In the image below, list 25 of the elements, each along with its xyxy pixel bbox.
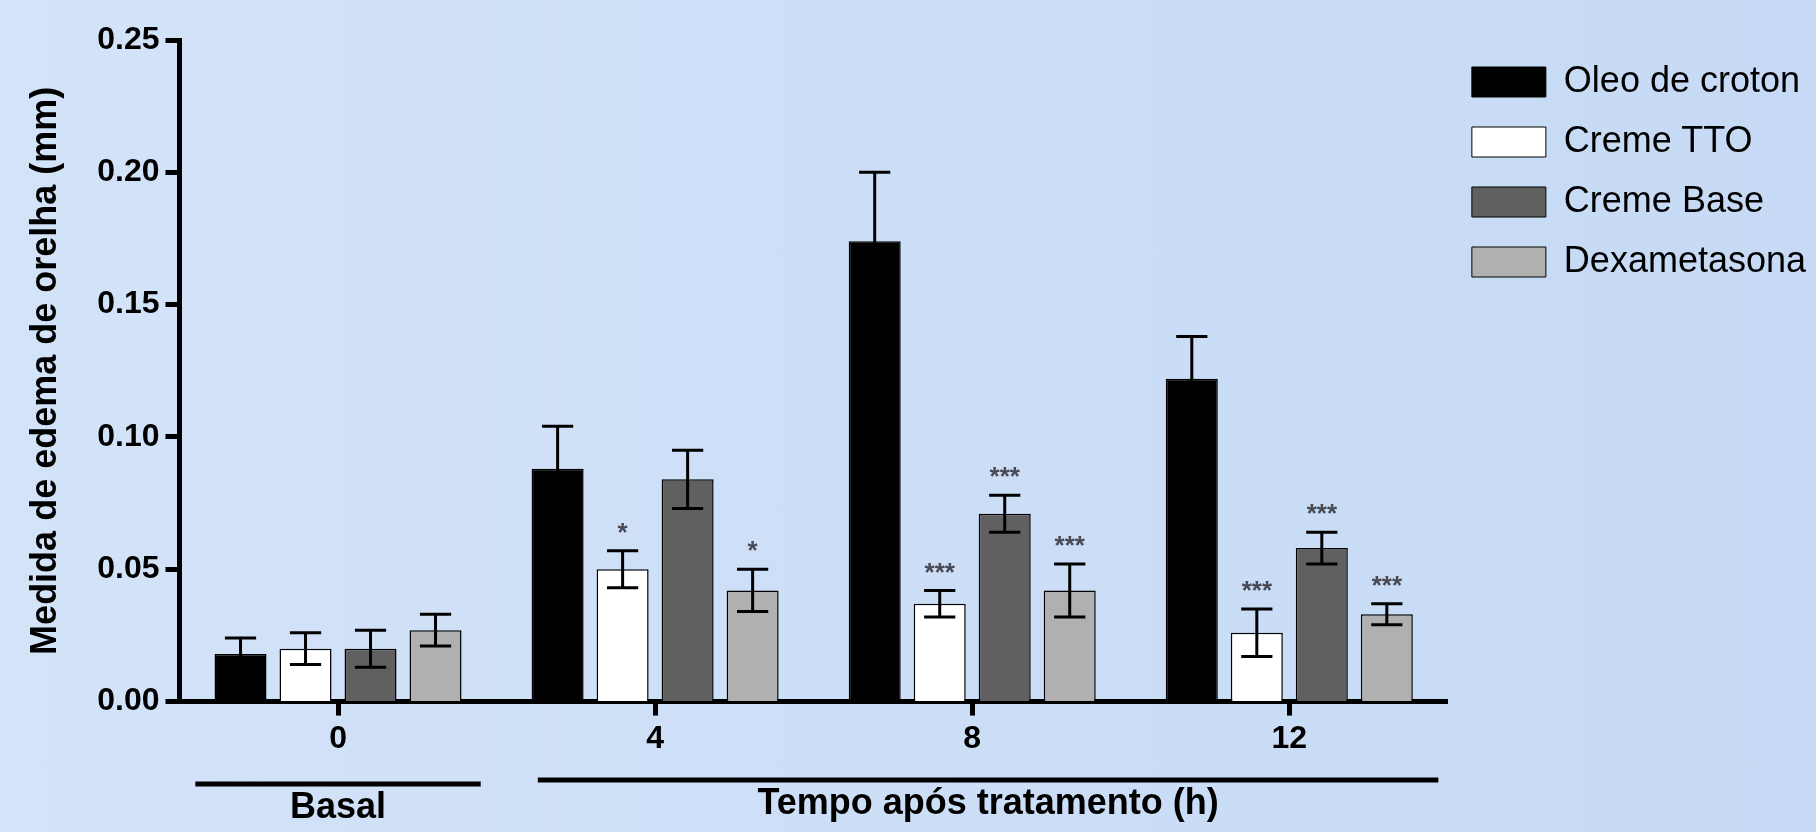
legend-label: Oleo de croton — [1563, 58, 1801, 100]
y-tick-label: 0.05 — [97, 549, 160, 586]
y-tick-label: 0.00 — [97, 681, 160, 718]
legend-label: Creme Base — [1563, 178, 1764, 220]
data-label: * — [617, 516, 629, 547]
data-label: * — [747, 535, 759, 566]
y-tick-label: 0.15 — [97, 284, 160, 321]
data-label: *** — [989, 461, 1021, 492]
data-label: *** — [924, 556, 956, 587]
y-tick-label: 0.10 — [97, 416, 160, 453]
data-label: *** — [1241, 575, 1273, 606]
x-tick-label: 4 — [646, 718, 665, 755]
data-label: *** — [1054, 530, 1086, 561]
x-axis-title: Tempo após tratamento (h) — [757, 780, 1219, 822]
legend-label: Dexametasona — [1563, 238, 1807, 280]
text: Basal — [289, 784, 387, 826]
data-label: *** — [1371, 569, 1403, 600]
y-tick-label: 0.25 — [97, 19, 160, 56]
x-tick-label: 8 — [963, 718, 982, 755]
x-tick-label: 0 — [329, 718, 347, 755]
data-label: *** — [1306, 498, 1338, 529]
legend-label: Creme TTO — [1563, 118, 1753, 160]
y-tick-label: 0.20 — [97, 152, 160, 189]
x-tick-label: 12 — [1271, 718, 1308, 755]
y-axis-title: Medida de edema de orelha (mm) — [22, 86, 64, 655]
